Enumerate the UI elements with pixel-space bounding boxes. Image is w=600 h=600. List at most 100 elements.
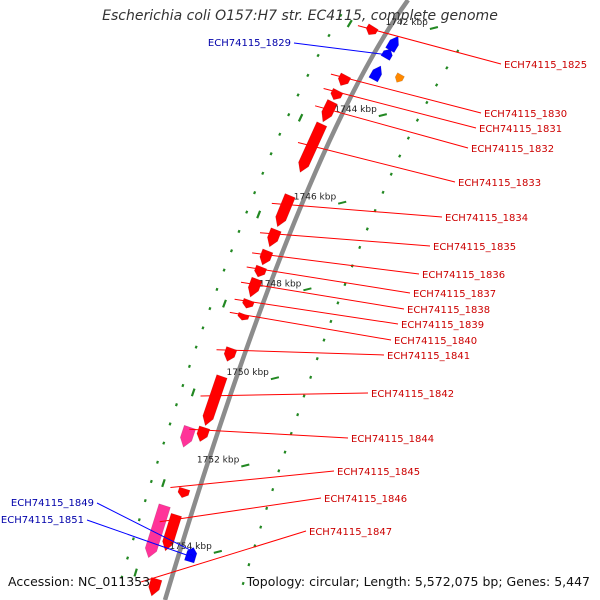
gc-tick-mark — [277, 469, 281, 473]
gene-leader-line — [200, 392, 369, 397]
gc-tick-mark — [156, 460, 159, 464]
genome-backbone — [162, 0, 410, 600]
gc-tick-mark — [434, 83, 439, 87]
gc-tick-mark — [425, 100, 429, 105]
gene-leader-line — [330, 73, 482, 114]
forward-gene-arrow — [148, 577, 163, 597]
gc-tick-mark — [271, 487, 275, 492]
gc-tick-mark — [201, 326, 205, 330]
forward-gene-label: ECH74115_1830 — [484, 109, 567, 120]
gene-track-dash — [133, 568, 138, 577]
gc-tick-mark — [278, 132, 282, 137]
gc-tick-mark — [269, 152, 273, 156]
scale-label: 1752 kbp — [197, 456, 240, 466]
forward-gene-label: ECH74115_1839 — [401, 320, 484, 331]
scale-tick — [303, 287, 312, 292]
forward-gene-arrow — [162, 512, 183, 552]
gene-leader-line — [293, 42, 390, 56]
forward-gene-label: ECH74115_1841 — [387, 351, 470, 362]
reverse-gene-label: ECH74115_1851 — [1, 515, 84, 526]
gc-tick-mark — [315, 357, 319, 361]
forward-gene-arrow — [242, 297, 255, 309]
gc-tick-mark — [120, 575, 124, 579]
forward-gene-label: ECH74115_1835 — [433, 242, 516, 253]
gc-tick-mark — [309, 375, 313, 379]
gc-tick-mark — [381, 190, 385, 195]
gc-tick-mark — [336, 301, 340, 305]
gc-tick-mark — [126, 556, 130, 560]
gc-tick-mark — [406, 136, 410, 140]
gc-tick-mark — [187, 364, 191, 369]
gc-tick-mark — [174, 403, 178, 407]
gc-tick-mark — [327, 33, 331, 38]
gc-tick-mark — [365, 227, 369, 231]
gc-tick-mark — [306, 73, 310, 78]
scale-label: 1754 kbp — [169, 542, 212, 552]
gene-leader-line — [259, 232, 431, 247]
gc-tick-mark — [149, 479, 153, 484]
gc-tick-mark — [181, 383, 185, 388]
other-feature-block — [394, 72, 405, 83]
forward-gene-arrow — [237, 311, 250, 321]
gc-tick-mark — [247, 562, 251, 567]
gc-tick-mark — [229, 249, 234, 253]
gene-track-dash — [222, 299, 227, 308]
scale-tick — [213, 549, 223, 554]
forward-gene-label: ECH74115_1840 — [394, 336, 477, 347]
forward-gene-label: ECH74115_1846 — [324, 494, 407, 505]
forward-gene-arrow — [267, 227, 282, 248]
gene-leader-line — [216, 349, 385, 356]
topology-text: Topology: circular; Length: 5,572,075 bp… — [246, 574, 590, 589]
gene-track-dash — [346, 19, 353, 28]
scale-tick — [270, 376, 280, 381]
forward-gene-label: ECH74115_1838 — [407, 305, 490, 316]
gc-tick-mark — [415, 118, 420, 122]
forward-gene-label: ECH74115_1847 — [309, 527, 392, 538]
gene-leader-line — [234, 298, 399, 325]
scale-label: 1750 kbp — [226, 368, 269, 378]
gene-track-dash — [297, 113, 304, 122]
forward-gene-arrow — [254, 264, 268, 278]
gene-track-dash — [190, 388, 196, 397]
scale-label: 1748 kbp — [259, 279, 302, 289]
gc-tick-mark — [245, 210, 249, 214]
forward-gene-arrow — [259, 248, 274, 266]
gc-tick-mark — [389, 172, 393, 176]
scale-label: 1742 kbp — [385, 18, 428, 28]
gc-tick-mark — [329, 319, 333, 324]
gene-leader-line — [141, 530, 307, 583]
forward-gene-label: ECH74115_1831 — [479, 124, 562, 135]
forward-gene-arrow — [330, 87, 344, 101]
gc-tick-mark — [283, 450, 287, 454]
gc-tick-mark — [259, 525, 263, 529]
forward-gene-arrow — [247, 276, 263, 298]
gc-tick-mark — [137, 518, 141, 522]
forward-gene-arrow — [196, 425, 211, 443]
gc-tick-mark — [316, 53, 320, 58]
gc-tick-mark — [289, 431, 293, 436]
gene-leader-line — [170, 470, 335, 488]
gc-tick-mark — [237, 229, 241, 234]
gene-leader-line — [96, 502, 195, 553]
forward-gene-arrow — [298, 121, 328, 173]
gc-tick-mark — [168, 422, 172, 426]
map-title: Escherichia coli O157:H7 str. EC4115, co… — [102, 8, 498, 24]
gene-leader-line — [252, 252, 420, 275]
forward-gene-arrow — [177, 486, 191, 499]
gene-leader-line — [297, 142, 456, 183]
gene-leader-line — [229, 311, 392, 341]
gc-tick-mark — [253, 191, 257, 195]
forward-gene-label: ECH74115_1832 — [471, 144, 554, 155]
gc-tick-mark — [265, 506, 269, 511]
scale-label: 1746 kbp — [294, 193, 337, 203]
gene-leader-line — [240, 281, 405, 310]
gene-leader-line — [246, 266, 411, 294]
rna-gene-arrow — [144, 503, 171, 559]
forward-gene-arrow — [223, 346, 238, 362]
gc-tick-mark — [322, 338, 326, 342]
gc-tick-mark — [222, 268, 226, 272]
gene-leader-line — [314, 105, 469, 149]
gene-leader-line — [271, 202, 443, 218]
forward-gene-label: ECH74115_1844 — [351, 434, 434, 445]
reverse-gene-arrow — [368, 65, 383, 83]
